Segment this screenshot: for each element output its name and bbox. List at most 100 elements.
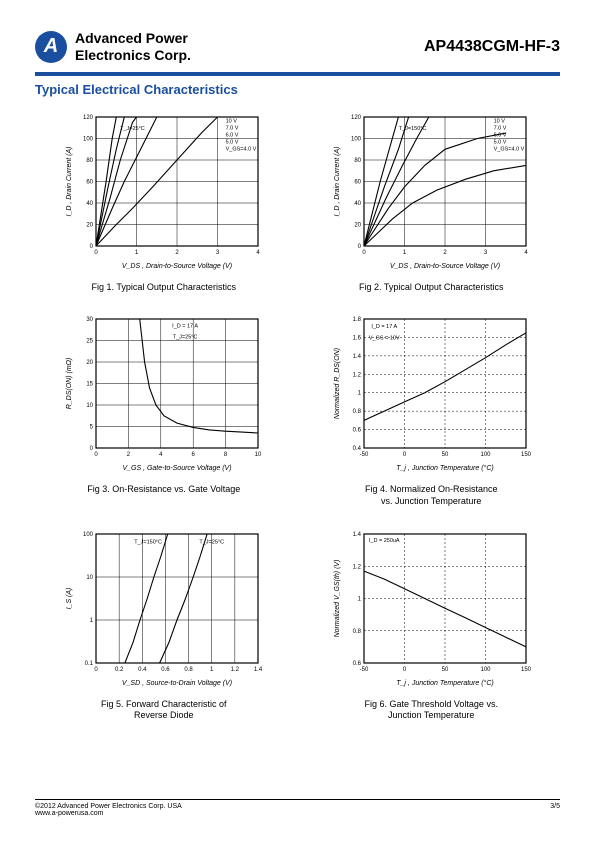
chart-cell-4: -500501001500.40.60.811.21.41.61.8T_j , … [313,311,551,507]
svg-text:10: 10 [255,452,262,458]
svg-text:1: 1 [403,250,407,256]
svg-text:10 V: 10 V [226,118,238,124]
logo-icon: A [35,31,67,63]
svg-text:3: 3 [484,250,488,256]
svg-text:V_GS=4.0 V: V_GS=4.0 V [493,146,524,152]
svg-text:0.6: 0.6 [352,428,361,434]
svg-text:10: 10 [87,575,94,581]
svg-text:120: 120 [351,115,362,121]
chart-4: -500501001500.40.60.811.21.41.61.8T_j , … [329,311,534,476]
svg-text:5: 5 [90,425,94,431]
svg-text:0: 0 [95,452,99,458]
svg-text:2: 2 [176,250,180,256]
svg-text:40: 40 [354,201,361,207]
svg-text:20: 20 [354,222,361,228]
chart-cell-3: 0246810051015202530V_GS , Gate-to-Source… [45,311,283,507]
svg-text:4: 4 [524,250,528,256]
svg-text:50: 50 [441,667,448,673]
svg-text:5.0 V: 5.0 V [493,139,506,145]
svg-text:V_GS=4.0 V: V_GS=4.0 V [226,146,257,152]
svg-text:150: 150 [521,452,532,458]
svg-text:0.4: 0.4 [138,667,147,673]
caption-5: Fig 5. Forward Characteristic ofReverse … [101,699,227,722]
svg-text:0: 0 [95,250,99,256]
svg-text:1: 1 [357,391,361,397]
svg-text:10 V: 10 V [493,118,505,124]
svg-text:Normalized R_DS(ON): Normalized R_DS(ON) [334,348,341,419]
svg-text:30: 30 [87,317,94,323]
svg-text:8: 8 [224,452,228,458]
svg-text:6.0 V: 6.0 V [226,132,239,138]
svg-text:6: 6 [192,452,196,458]
svg-text:T_j , Junction Temperature (°C: T_j , Junction Temperature (°C) [396,679,493,687]
caption-6: Fig 6. Gate Threshold Voltage vs.Junctio… [365,699,498,722]
copyright: ©2012 Advanced Power Electronics Corp. U… [35,803,182,810]
svg-text:1: 1 [210,667,214,673]
svg-text:T_J=25°C: T_J=25°C [200,539,225,545]
svg-text:0: 0 [362,250,366,256]
svg-text:0.4: 0.4 [352,446,361,452]
svg-text:0.8: 0.8 [352,409,361,415]
chart-cell-1: 01234020406080100120V_DS , Drain-to-Sour… [45,109,283,294]
svg-text:1: 1 [357,596,361,602]
svg-text:I_D , Drain Current (A): I_D , Drain Current (A) [334,146,341,216]
svg-text:I_D , Drain Current (A): I_D , Drain Current (A) [66,146,73,216]
svg-text:1.2: 1.2 [352,373,361,379]
title-bar [35,72,560,76]
svg-text:T_J=150°C: T_J=150°C [398,125,426,131]
svg-text:5.0 V: 5.0 V [226,139,239,145]
svg-text:0.2: 0.2 [115,667,124,673]
header: A Advanced Power Electronics Corp. AP443… [35,30,560,64]
svg-text:100: 100 [351,136,362,142]
svg-text:15: 15 [87,382,94,388]
svg-text:0.8: 0.8 [352,628,361,634]
svg-text:0.8: 0.8 [185,667,194,673]
svg-text:V_GS = 10V: V_GS = 10V [369,336,400,342]
chart-cell-5: 00.20.40.60.811.21.40.1110100V_SD , Sour… [45,526,283,722]
svg-text:7.0 V: 7.0 V [226,125,239,131]
company-line2: Electronics Corp. [75,47,191,64]
svg-text:1.6: 1.6 [352,336,361,342]
svg-text:0.6: 0.6 [162,667,171,673]
chart-cell-6: -500501001500.60.811.21.4T_j , Junction … [313,526,551,722]
svg-text:0: 0 [90,446,94,452]
svg-text:40: 40 [87,201,94,207]
svg-text:25: 25 [87,339,94,345]
svg-text:20: 20 [87,360,94,366]
svg-text:T_j , Junction Temperature (°C: T_j , Junction Temperature (°C) [396,464,493,472]
part-number: AP4438CGM-HF-3 [424,38,560,56]
svg-text:I_S (A): I_S (A) [66,587,73,609]
svg-text:0: 0 [95,667,99,673]
section-title: Typical Electrical Characteristics [35,82,560,97]
svg-text:3: 3 [216,250,220,256]
caption-3: Fig 3. On-Resistance vs. Gate Voltage [87,484,240,496]
svg-text:Normalized V_GS(th) (V): Normalized V_GS(th) (V) [334,559,341,637]
logo-letter: A [44,35,58,58]
page-number: 3/5 [550,803,560,817]
svg-text:100: 100 [83,532,94,538]
svg-text:1.2: 1.2 [231,667,240,673]
caption-2: Fig 2. Typical Output Characteristics [359,282,503,294]
svg-text:0.1: 0.1 [85,661,94,667]
svg-text:0: 0 [90,244,94,250]
svg-text:1.4: 1.4 [352,532,361,538]
svg-text:0: 0 [403,667,407,673]
svg-text:6.0 V: 6.0 V [493,132,506,138]
footer: ©2012 Advanced Power Electronics Corp. U… [35,799,560,817]
svg-text:80: 80 [354,158,361,164]
svg-text:50: 50 [441,452,448,458]
svg-text:0: 0 [357,244,361,250]
svg-text:I_D = 250uA: I_D = 250uA [369,538,400,544]
svg-text:0: 0 [403,452,407,458]
svg-text:I_D = 17 A: I_D = 17 A [172,324,198,330]
svg-text:1.4: 1.4 [352,354,361,360]
chart-3: 0246810051015202530V_GS , Gate-to-Source… [61,311,266,476]
chart-2: 01234020406080100120V_DS , Drain-to-Sour… [329,109,534,274]
svg-text:2: 2 [443,250,447,256]
svg-text:-50: -50 [359,452,368,458]
svg-text:100: 100 [83,136,94,142]
chart-5: 00.20.40.60.811.21.40.1110100V_SD , Sour… [61,526,266,691]
svg-text:1.2: 1.2 [352,564,361,570]
svg-text:7.0 V: 7.0 V [493,125,506,131]
svg-text:0.6: 0.6 [352,661,361,667]
